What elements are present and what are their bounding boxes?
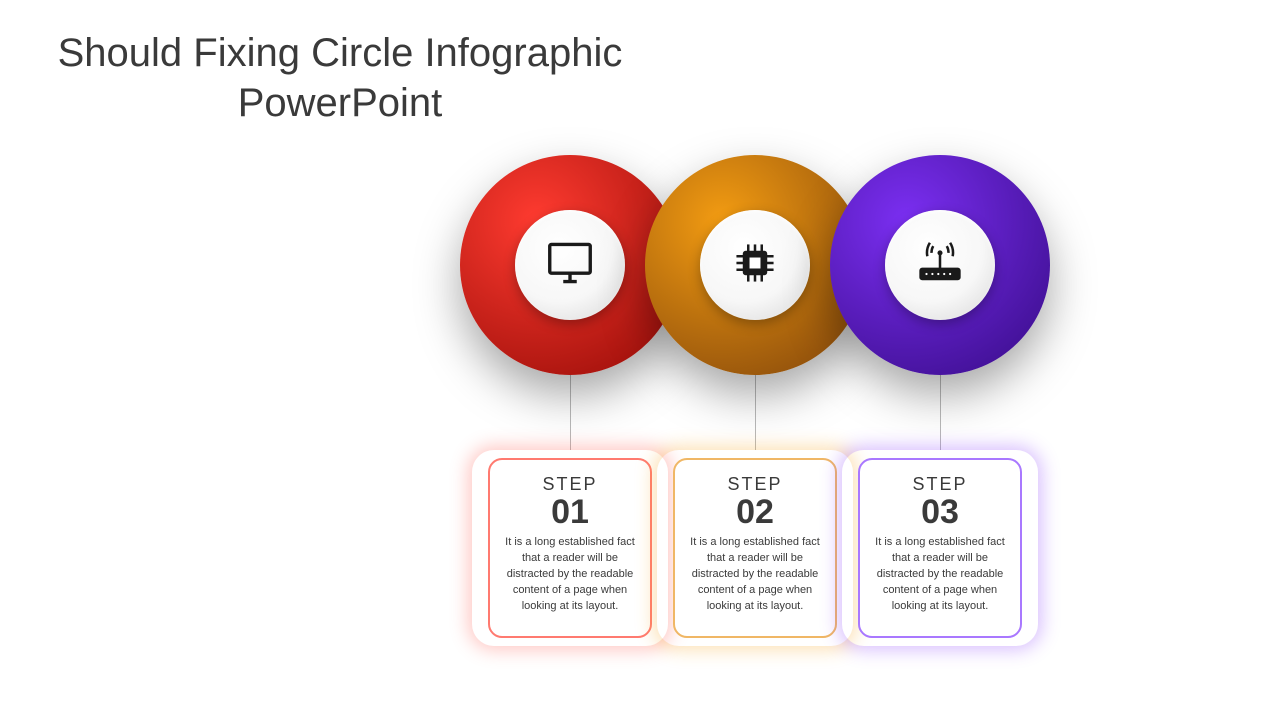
step-inner-1 <box>515 210 625 320</box>
step-inner-2 <box>700 210 810 320</box>
step-num-2: 02 <box>683 495 827 529</box>
step-body-1: It is a long established fact that a rea… <box>498 535 642 615</box>
step-inner-3 <box>885 210 995 320</box>
step-box-1: STEP 01 It is a long established fact th… <box>488 458 652 638</box>
circle-row <box>460 155 1160 395</box>
step-glow-1: STEP 01 It is a long established fact th… <box>472 450 668 646</box>
connector-3 <box>940 375 941 450</box>
step-word-1: STEP <box>498 474 642 495</box>
step-circle-3 <box>830 155 1050 375</box>
step-glow-3: STEP 03 It is a long established fact th… <box>842 450 1038 646</box>
monitor-icon <box>543 236 597 295</box>
slide-title: Should Fixing Circle Infographic PowerPo… <box>30 28 650 128</box>
step-body-3: It is a long established fact that a rea… <box>868 535 1012 615</box>
step-num-3: 03 <box>868 495 1012 529</box>
chip-icon <box>728 236 782 295</box>
step-num-1: 01 <box>498 495 642 529</box>
step-box-3: STEP 03 It is a long established fact th… <box>858 458 1022 638</box>
step-word-3: STEP <box>868 474 1012 495</box>
step-word-2: STEP <box>683 474 827 495</box>
step-glow-2: STEP 02 It is a long established fact th… <box>657 450 853 646</box>
slide-canvas: Should Fixing Circle Infographic PowerPo… <box>0 0 1280 720</box>
step-body-2: It is a long established fact that a rea… <box>683 535 827 615</box>
connector-2 <box>755 375 756 450</box>
connector-1 <box>570 375 571 450</box>
router-icon <box>913 236 967 295</box>
step-col-3: STEP 03 It is a long established fact th… <box>830 450 1050 646</box>
step-box-2: STEP 02 It is a long established fact th… <box>673 458 837 638</box>
